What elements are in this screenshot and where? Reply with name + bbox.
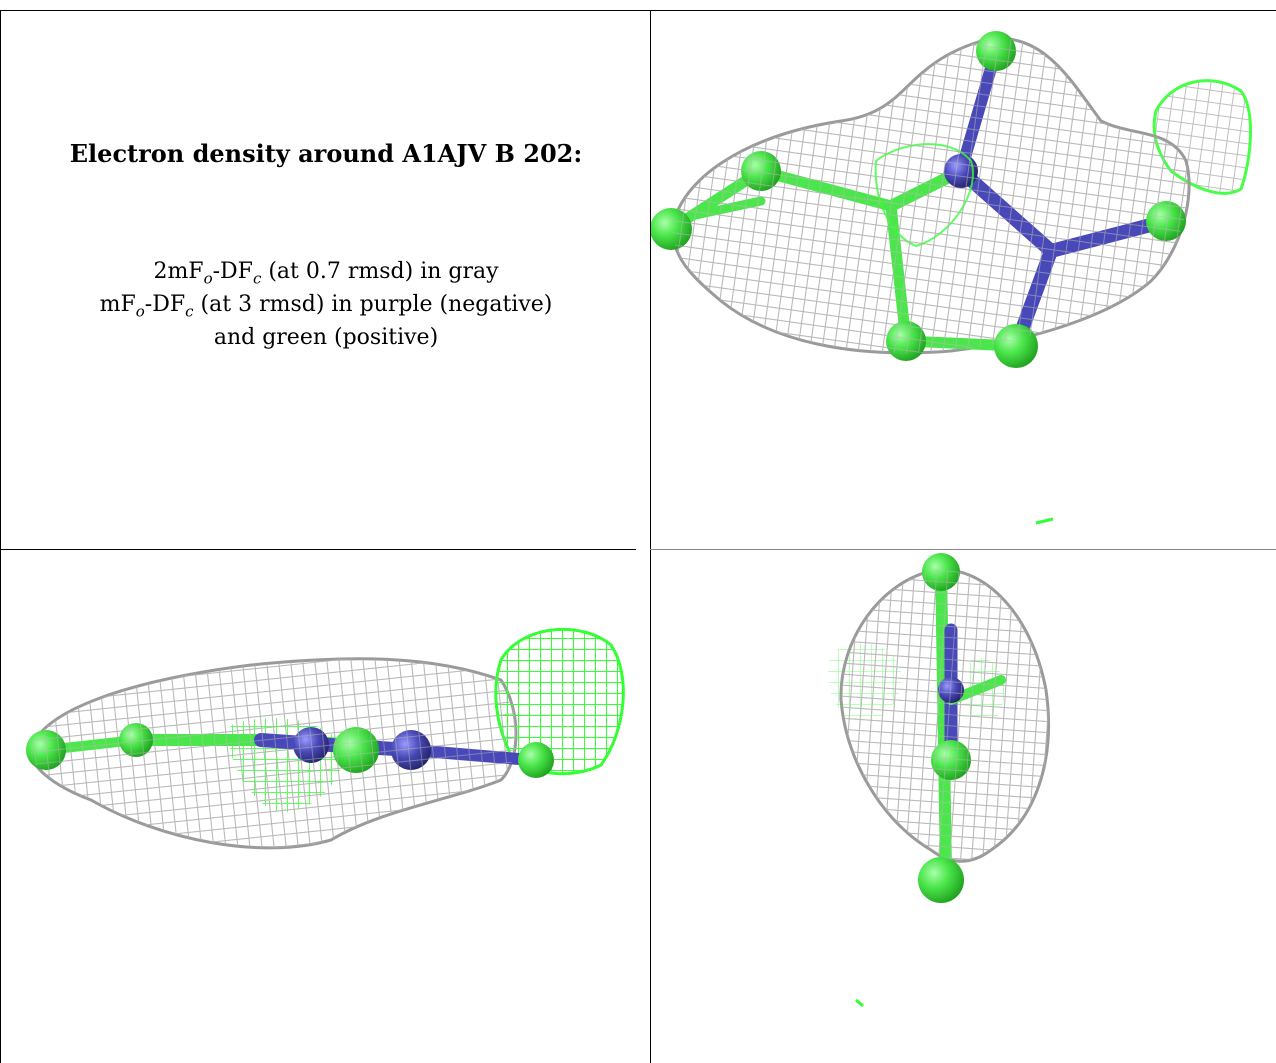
- caption-line-3: and green (positive): [213, 325, 439, 350]
- density-view-bottom-left: [1, 550, 650, 1063]
- density-svg-2: [26, 627, 625, 850]
- positive-density-blob: [494, 627, 625, 776]
- top-border: [0, 10, 1276, 11]
- vertical-divider: [650, 10, 651, 1063]
- caption-line-2: mFo-DFc (at 3 rmsd) in purple (negative): [99, 292, 553, 321]
- horizontal-divider-left: [0, 549, 636, 550]
- density-svg-3: [828, 553, 1050, 1008]
- density-view-top-right: [651, 11, 1276, 549]
- caption-cell: Electron density around A1AJV B 202: 2mF…: [1, 11, 650, 549]
- figure-title: Electron density around A1AJV B 202:: [69, 139, 583, 168]
- atom: [518, 742, 554, 778]
- left-border: [0, 10, 1, 1063]
- figure-caption: 2mFo-DFc (at 0.7 rmsd) in gray mFo-DFc (…: [1, 255, 650, 354]
- horizontal-divider-right: [650, 549, 1276, 550]
- atom: [918, 857, 964, 903]
- density-svg-1: [651, 31, 1252, 525]
- density-view-bottom-right: [651, 550, 1276, 1063]
- caption-line-1: 2mFo-DFc (at 0.7 rmsd) in gray: [153, 259, 499, 288]
